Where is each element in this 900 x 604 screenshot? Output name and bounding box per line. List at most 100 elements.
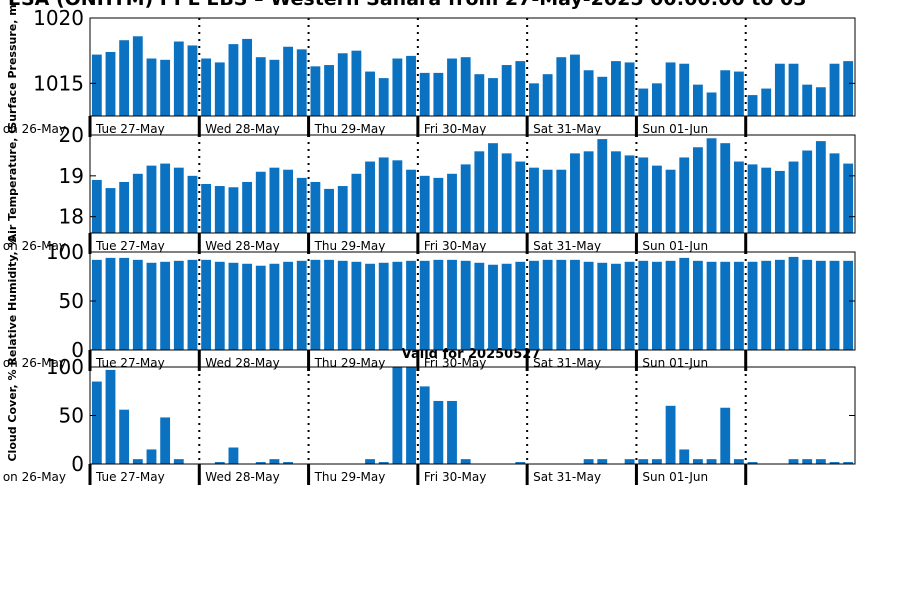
bar xyxy=(679,449,690,464)
bar xyxy=(597,76,608,116)
bar xyxy=(173,167,184,233)
bar xyxy=(392,367,403,464)
bar xyxy=(132,459,143,464)
bar xyxy=(747,164,758,233)
bar xyxy=(283,462,293,464)
bar xyxy=(501,153,512,233)
bar xyxy=(652,261,662,350)
x-day-label: Sat 31-May xyxy=(533,239,601,253)
x-start-label: on 26-May xyxy=(3,122,66,136)
bar xyxy=(542,259,553,350)
bar xyxy=(720,261,731,350)
bar xyxy=(802,150,813,233)
bar xyxy=(583,261,594,350)
y-tick-label: 0 xyxy=(71,338,84,362)
bar xyxy=(638,260,649,350)
x-day-label: Thu 29-May xyxy=(314,239,386,253)
plot-frame xyxy=(89,134,856,234)
bar xyxy=(679,257,690,350)
bar xyxy=(378,262,389,350)
x-day-label: Sun 01-Jun xyxy=(642,239,708,253)
x-day-label: Tue 27-May xyxy=(95,356,165,370)
x-start-label: on 26-May xyxy=(3,470,66,484)
bar xyxy=(597,139,608,233)
bar xyxy=(556,259,567,350)
bar xyxy=(638,459,649,464)
bar xyxy=(474,151,485,233)
bar xyxy=(433,400,444,464)
y-tick-label: 1015 xyxy=(33,71,84,95)
bar xyxy=(132,173,143,233)
bar xyxy=(105,188,116,233)
bar xyxy=(201,184,212,233)
bar xyxy=(529,83,539,116)
bar xyxy=(447,173,457,233)
bar xyxy=(187,45,198,116)
bar xyxy=(160,417,171,464)
bar xyxy=(447,400,457,464)
bar xyxy=(228,447,239,464)
bar xyxy=(515,261,526,350)
bar xyxy=(119,409,130,464)
bar xyxy=(501,65,512,116)
bar xyxy=(365,161,375,233)
bar xyxy=(692,260,703,350)
bar xyxy=(774,259,785,350)
x-day-label: Sun 01-Jun xyxy=(642,122,708,136)
bar xyxy=(228,187,239,233)
bar xyxy=(392,261,403,350)
bar xyxy=(638,88,649,116)
bar xyxy=(720,143,731,233)
bar xyxy=(611,263,621,350)
bar xyxy=(460,164,471,233)
bar xyxy=(774,170,785,233)
bar xyxy=(679,157,690,233)
bar xyxy=(173,459,184,464)
bar xyxy=(501,263,512,350)
bar xyxy=(761,167,772,233)
bar xyxy=(774,63,785,116)
bar xyxy=(460,459,471,464)
bar xyxy=(747,95,758,116)
bar xyxy=(761,88,772,116)
bar xyxy=(597,262,608,350)
bar xyxy=(542,74,553,116)
bar xyxy=(119,257,130,350)
bar xyxy=(720,407,731,464)
bar xyxy=(255,171,266,233)
bar xyxy=(228,262,239,350)
bar xyxy=(733,71,744,116)
bar xyxy=(324,259,334,350)
bar xyxy=(283,169,293,233)
x-day-label: Thu 29-May xyxy=(314,470,386,484)
bar xyxy=(228,44,239,116)
bar xyxy=(91,259,102,350)
bar xyxy=(788,459,799,464)
bar xyxy=(132,259,143,350)
bar xyxy=(160,163,171,233)
bar xyxy=(843,61,854,116)
bar xyxy=(378,78,389,116)
bar xyxy=(310,181,321,233)
bar xyxy=(324,65,334,116)
bar xyxy=(692,84,703,116)
bar xyxy=(733,161,744,233)
bar xyxy=(529,260,539,350)
bar xyxy=(733,459,744,464)
plot-frame xyxy=(89,366,856,465)
bar xyxy=(692,459,703,464)
bar xyxy=(324,188,334,233)
bar xyxy=(269,167,280,233)
bar xyxy=(433,72,444,116)
y-tick-label: 18 xyxy=(59,205,84,229)
bar xyxy=(365,71,375,116)
y-tick-label: 50 xyxy=(59,289,84,313)
bar xyxy=(132,36,143,116)
bar xyxy=(351,50,362,116)
bar xyxy=(365,459,375,464)
bar xyxy=(706,92,717,116)
bar xyxy=(351,173,362,233)
bar xyxy=(570,259,580,350)
bar xyxy=(214,186,225,233)
